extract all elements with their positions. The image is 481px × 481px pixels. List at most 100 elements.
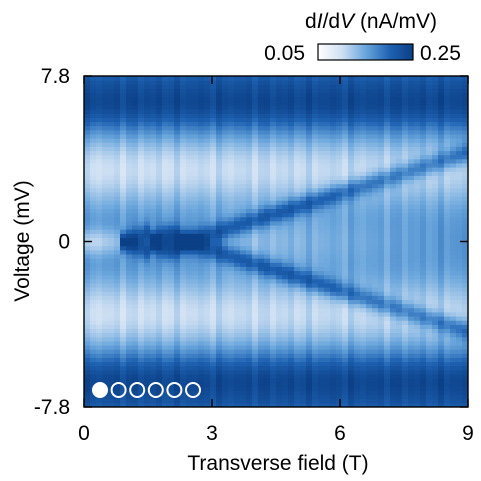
heatmap-cell <box>348 104 355 110</box>
heatmap-cell <box>336 154 343 160</box>
heatmap-cell <box>324 138 331 143</box>
heatmap-cell <box>144 394 151 400</box>
heatmap-cell <box>444 274 451 280</box>
heatmap-cell <box>234 357 241 363</box>
heatmap-cell <box>306 84 313 90</box>
heatmap-cell <box>258 315 265 321</box>
heatmap-cell <box>378 150 385 156</box>
heatmap-cell <box>162 324 169 329</box>
heatmap-cell <box>246 332 253 338</box>
heatmap-cell <box>450 233 457 238</box>
heatmap-cell <box>360 278 367 284</box>
heatmap-cell <box>348 212 355 218</box>
heatmap-cell <box>120 291 127 296</box>
heatmap-cell <box>288 357 295 363</box>
heatmap-cell <box>144 386 151 392</box>
heatmap-cell <box>258 191 265 197</box>
heatmap-cell <box>222 220 229 226</box>
heatmap-cell <box>174 249 181 255</box>
heatmap-cell <box>138 291 145 296</box>
heatmap-cell <box>312 80 319 85</box>
heatmap-cell <box>276 324 283 329</box>
heatmap-cell <box>438 287 445 292</box>
heatmap-cell <box>144 402 151 407</box>
heatmap-cell <box>162 220 169 226</box>
heatmap-cell <box>204 175 211 181</box>
heatmap-cell <box>336 373 343 379</box>
heatmap-cell <box>342 315 349 321</box>
heatmap-cell <box>444 133 451 139</box>
heatmap-cell <box>306 258 313 263</box>
heatmap-cell <box>348 249 355 255</box>
heatmap-cell <box>186 307 193 313</box>
heatmap-cell <box>348 282 355 288</box>
heatmap-cell <box>450 253 457 259</box>
heatmap-cell <box>216 299 223 305</box>
heatmap-cell <box>426 142 433 147</box>
heatmap-cell <box>288 167 295 172</box>
heatmap-cell <box>96 76 103 81</box>
heatmap-cell <box>114 104 121 110</box>
heatmap-cell <box>276 353 283 358</box>
heatmap-cell <box>96 80 103 85</box>
heatmap-cell <box>342 100 349 106</box>
heatmap-cell <box>192 291 199 296</box>
heatmap-cell <box>180 398 187 404</box>
heatmap-cell <box>366 278 373 284</box>
heatmap-cell <box>438 138 445 143</box>
heatmap-cell <box>432 270 439 276</box>
heatmap-cell <box>168 175 175 181</box>
heatmap-cell <box>330 200 337 205</box>
heatmap-cell <box>300 324 307 329</box>
heatmap-cell <box>396 80 403 85</box>
heatmap-cell <box>234 258 241 263</box>
heatmap-cell <box>318 113 325 118</box>
heatmap-cell <box>240 179 247 185</box>
heatmap-cell <box>90 84 97 90</box>
heatmap-cell <box>276 121 283 127</box>
heatmap-cell <box>204 200 211 205</box>
heatmap-cell <box>366 287 373 292</box>
heatmap-cell <box>246 361 253 367</box>
heatmap-cell <box>186 129 193 135</box>
heatmap-cell <box>420 162 427 168</box>
heatmap-cell <box>264 117 271 123</box>
heatmap-cell <box>174 253 181 259</box>
heatmap-cell <box>204 125 211 131</box>
heatmap-cell <box>126 150 133 156</box>
heatmap-cell <box>150 278 157 284</box>
heatmap-cell <box>396 274 403 280</box>
heatmap-cell <box>420 328 427 334</box>
heatmap-cell <box>288 138 295 143</box>
heatmap-cell <box>312 320 319 325</box>
heatmap-cell <box>342 373 349 379</box>
heatmap-cell <box>96 187 103 193</box>
heatmap-cell <box>132 361 139 367</box>
heatmap-cell <box>228 220 235 226</box>
heatmap-cell <box>330 258 337 263</box>
heatmap-cell <box>396 262 403 267</box>
heatmap-cell <box>432 142 439 147</box>
heatmap-cell <box>360 175 367 181</box>
heatmap-cell <box>120 158 127 164</box>
heatmap-cell <box>246 88 253 94</box>
heatmap-cell <box>258 266 265 272</box>
heatmap-cell <box>108 183 115 189</box>
heatmap-cell <box>150 179 157 185</box>
heatmap-cell <box>354 117 361 123</box>
heatmap-cell <box>360 88 367 94</box>
heatmap-cell <box>162 204 169 209</box>
heatmap-cell <box>384 299 391 305</box>
heatmap-cell <box>312 129 319 135</box>
heatmap-cell <box>426 278 433 284</box>
heatmap-cell <box>132 150 139 156</box>
heatmap-cell <box>288 369 295 375</box>
heatmap-cell <box>84 100 91 106</box>
heatmap-cell <box>312 92 319 98</box>
heatmap-cell <box>426 171 433 176</box>
heatmap-cell <box>306 129 313 135</box>
heatmap-cell <box>360 138 367 143</box>
heatmap-cell <box>102 299 109 305</box>
heatmap-cell <box>216 324 223 329</box>
heatmap-cell <box>288 204 295 209</box>
